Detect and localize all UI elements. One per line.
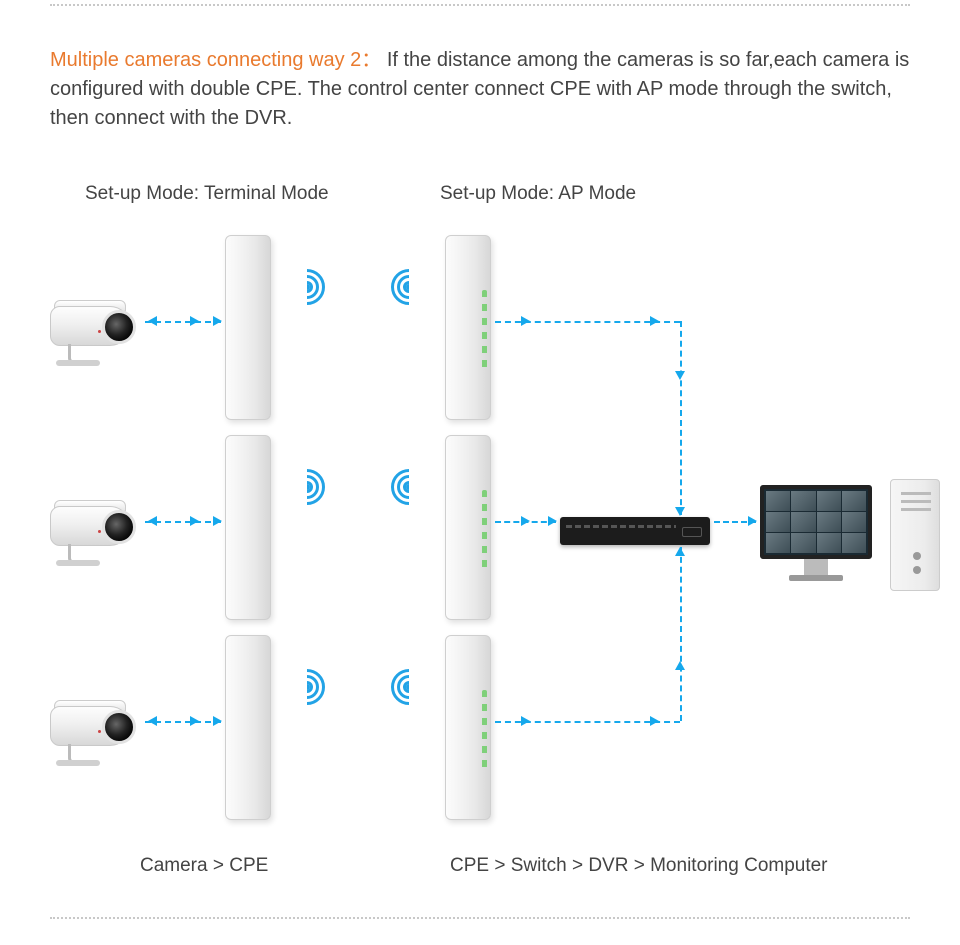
camera-1 bbox=[50, 300, 142, 362]
flow-left-label: Camera > CPE bbox=[50, 855, 450, 877]
arrow-icon bbox=[748, 516, 757, 526]
cpe-terminal-1 bbox=[225, 235, 271, 420]
arrow-icon bbox=[650, 716, 659, 726]
camera-2 bbox=[50, 500, 142, 562]
arrow-icon bbox=[190, 716, 199, 726]
intro-lead: Multiple cameras connecting way 2： bbox=[50, 49, 381, 71]
arrow-icon bbox=[675, 547, 685, 556]
arrow-icon bbox=[213, 316, 222, 326]
mode-terminal-label: Set-up Mode: Terminal Mode bbox=[50, 183, 420, 205]
arrow-icon bbox=[675, 661, 685, 670]
arrow-icon bbox=[213, 516, 222, 526]
arrow-icon bbox=[148, 716, 157, 726]
arrow-icon bbox=[190, 316, 199, 326]
cpe-ap-3 bbox=[445, 635, 491, 820]
mode-labels-row: Set-up Mode: Terminal Mode Set-up Mode: … bbox=[50, 183, 910, 205]
flow-right-label: CPE > Switch > DVR > Monitoring Computer bbox=[450, 855, 828, 877]
arrow-icon bbox=[548, 516, 557, 526]
arrow-icon bbox=[675, 507, 685, 516]
arrow-icon bbox=[190, 516, 199, 526]
connection-line bbox=[680, 321, 682, 515]
connection-line bbox=[680, 547, 682, 721]
arrow-icon bbox=[650, 316, 659, 326]
divider-bottom bbox=[50, 917, 910, 919]
network-switch bbox=[560, 517, 710, 545]
cpe-ap-2 bbox=[445, 435, 491, 620]
arrow-icon bbox=[521, 716, 530, 726]
flow-labels-row: Camera > CPE CPE > Switch > DVR > Monito… bbox=[50, 855, 910, 877]
cpe-terminal-2 bbox=[225, 435, 271, 620]
camera-3 bbox=[50, 700, 142, 762]
arrow-icon bbox=[148, 316, 157, 326]
topology-diagram bbox=[50, 235, 910, 845]
arrow-icon bbox=[148, 516, 157, 526]
intro-paragraph: Multiple cameras connecting way 2： If th… bbox=[50, 46, 910, 133]
arrow-icon bbox=[675, 371, 685, 380]
cpe-terminal-3 bbox=[225, 635, 271, 820]
divider-top bbox=[50, 4, 910, 6]
pc-tower bbox=[890, 479, 940, 591]
mode-ap-label: Set-up Mode: AP Mode bbox=[420, 183, 636, 205]
monitoring-computer bbox=[760, 485, 872, 581]
cpe-ap-1 bbox=[445, 235, 491, 420]
arrow-icon bbox=[521, 316, 530, 326]
arrow-icon bbox=[521, 516, 530, 526]
arrow-icon bbox=[213, 716, 222, 726]
